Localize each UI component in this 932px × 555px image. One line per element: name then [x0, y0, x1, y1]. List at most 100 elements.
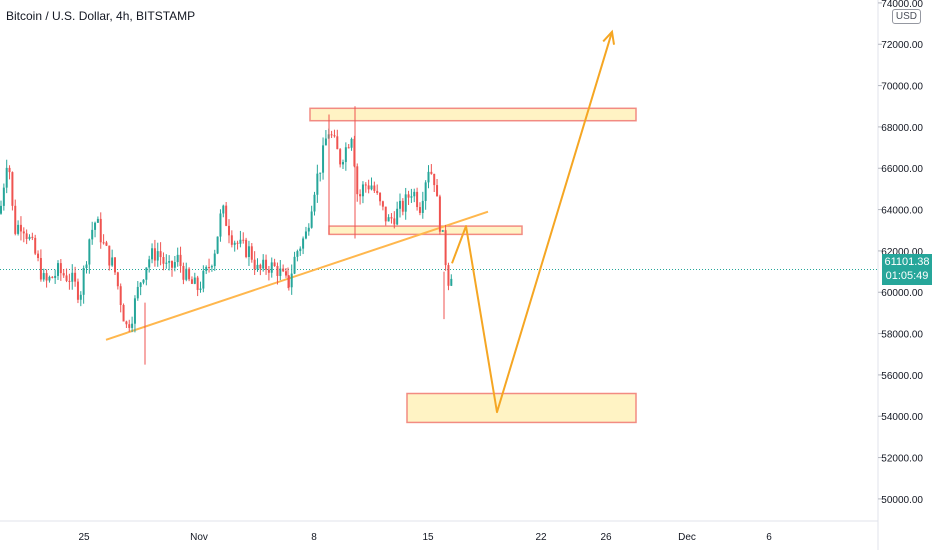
- candle-body: [316, 173, 319, 195]
- price-tick-label: 52000.00: [881, 454, 923, 465]
- candle-body: [74, 272, 77, 282]
- candle-body: [148, 259, 151, 268]
- candle-body: [205, 266, 208, 271]
- price-tick-label: 62000.00: [881, 247, 923, 258]
- candle-body: [276, 266, 279, 276]
- candle-body: [370, 185, 373, 190]
- candle-body: [176, 254, 179, 263]
- candle-body: [339, 149, 342, 165]
- candle-body: [259, 264, 262, 269]
- candle-body: [65, 275, 68, 281]
- currency-badge[interactable]: USD: [891, 9, 921, 24]
- candle-body: [76, 281, 79, 300]
- candle-body: [173, 262, 176, 268]
- candle-body: [401, 200, 404, 212]
- candle-body: [210, 266, 213, 268]
- candle-body: [416, 191, 419, 208]
- candle-body: [111, 257, 114, 266]
- candle-body: [54, 275, 57, 278]
- candle-body: [171, 261, 173, 268]
- candle-body: [188, 268, 191, 280]
- candle-body: [193, 277, 196, 284]
- candle-body: [105, 242, 108, 246]
- candle-body: [447, 265, 450, 286]
- candle-body: [133, 298, 136, 324]
- time-tick-label: 26: [600, 532, 612, 543]
- candle-body: [68, 280, 71, 282]
- candle-body: [438, 196, 441, 232]
- candle-body: [285, 271, 287, 276]
- candle-body: [91, 229, 94, 240]
- candle-body: [228, 225, 230, 236]
- candle-body: [399, 200, 401, 209]
- candle-body: [324, 138, 327, 146]
- projection-arrowhead: [602, 29, 616, 45]
- candle-body: [450, 278, 453, 286]
- candle-body: [404, 194, 407, 212]
- candle-body: [5, 167, 8, 188]
- candle-body: [190, 279, 193, 284]
- candle-body: [37, 253, 40, 259]
- candle-body: [2, 187, 5, 206]
- time-tick-label: 22: [535, 532, 547, 543]
- price-zone-box: [309, 107, 637, 122]
- candle-body: [62, 273, 65, 276]
- candle-body: [39, 258, 42, 280]
- candle-body: [413, 191, 416, 197]
- candle-body: [430, 171, 433, 174]
- candle-body: [233, 242, 236, 245]
- candle-body: [222, 205, 225, 214]
- candle-body: [182, 266, 185, 280]
- candle-body: [239, 239, 242, 244]
- trend-line: [105, 210, 489, 341]
- candle-body: [299, 248, 302, 252]
- candle-body: [342, 162, 344, 165]
- bar-countdown: 01:05:49: [885, 270, 929, 283]
- candle-body: [282, 268, 285, 272]
- candle-body: [253, 259, 256, 270]
- candle-body: [444, 230, 447, 266]
- candle-body: [396, 208, 399, 225]
- candle-body: [128, 324, 131, 328]
- candle-body: [42, 273, 45, 280]
- projection-path: [451, 31, 613, 414]
- candle-body: [322, 145, 325, 173]
- candle-body: [125, 321, 128, 325]
- candle-body: [293, 256, 296, 274]
- candle-body: [151, 248, 154, 260]
- candle-body: [28, 236, 31, 239]
- candle-body: [270, 262, 273, 273]
- candle-body: [202, 270, 205, 289]
- candle-body: [347, 147, 350, 149]
- candle-body: [407, 194, 410, 198]
- candle-body: [302, 238, 305, 249]
- candle-body: [79, 294, 82, 300]
- candle-body: [213, 253, 216, 267]
- candle-body: [156, 251, 159, 261]
- candle-body: [427, 171, 430, 183]
- candle-body: [71, 272, 74, 282]
- candle-body: [245, 239, 248, 257]
- candle-body: [22, 231, 25, 234]
- candle-body: [165, 262, 168, 264]
- candle-body: [114, 257, 116, 273]
- candle-body: [250, 246, 253, 260]
- candle-body: [330, 134, 333, 136]
- candle-body: [31, 236, 34, 238]
- price-tick-label: 72000.00: [881, 40, 923, 51]
- candle-body: [108, 245, 111, 266]
- price-tick-label: 50000.00: [881, 495, 923, 506]
- candle-body: [441, 230, 444, 232]
- candle-body: [333, 135, 336, 137]
- candle-body: [356, 166, 359, 195]
- candle-body: [48, 276, 51, 281]
- candle-body: [313, 194, 316, 212]
- candle-body: [19, 224, 22, 232]
- candle-body: [225, 205, 228, 226]
- candle-body: [262, 259, 265, 269]
- candle-body: [185, 268, 188, 280]
- candle-body: [287, 275, 290, 288]
- candle-body: [319, 172, 322, 174]
